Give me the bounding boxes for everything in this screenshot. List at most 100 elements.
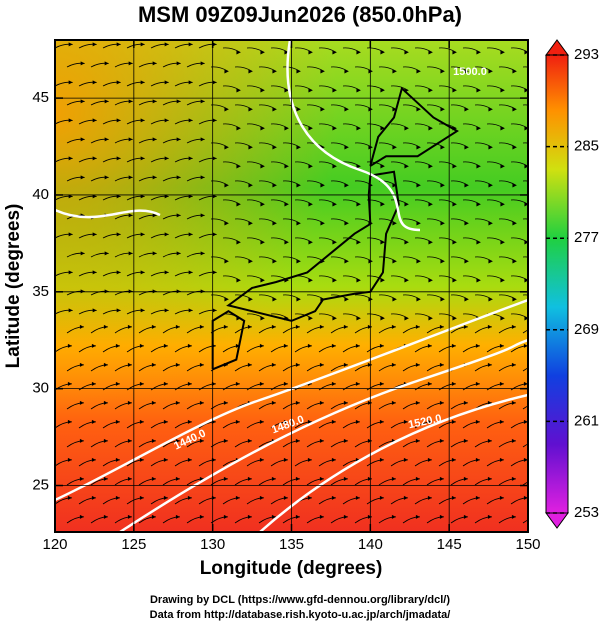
arrowhead (116, 156, 121, 161)
streamline (270, 161, 289, 167)
arrowhead (236, 202, 241, 207)
streamline (294, 123, 313, 129)
arrowhead (332, 240, 337, 245)
arrowhead (127, 400, 132, 405)
arrowhead (367, 400, 372, 405)
arrowhead (355, 343, 360, 348)
streamline (342, 161, 361, 167)
arrowhead (356, 240, 361, 245)
contour (55, 298, 528, 502)
streamline (222, 199, 241, 205)
arrowhead (152, 137, 157, 142)
arrowhead (487, 324, 492, 329)
streamline (522, 256, 528, 258)
arrowhead (416, 107, 421, 112)
colorbar-bar (545, 54, 569, 514)
arrowhead (392, 69, 397, 74)
arrowhead (248, 69, 253, 74)
streamline (342, 47, 361, 53)
arrowhead (404, 240, 409, 245)
arrowhead (296, 145, 301, 150)
streamline (258, 218, 277, 224)
streamline (414, 237, 433, 243)
arrowhead (139, 495, 144, 500)
arrowhead (440, 259, 445, 264)
streamline (474, 66, 493, 72)
arrowhead (511, 362, 516, 367)
arrowhead (176, 61, 181, 66)
streamline (510, 275, 528, 281)
arrowhead (403, 495, 408, 500)
streamline (270, 123, 289, 129)
arrowhead (391, 362, 396, 367)
arrowhead (152, 175, 157, 180)
arrowhead (331, 419, 336, 424)
arrowhead (536, 107, 540, 111)
streamline (438, 161, 457, 167)
arrowhead (199, 324, 204, 329)
arrowhead (523, 457, 528, 462)
y-tick-label: 40 (32, 186, 49, 203)
arrowhead (152, 213, 157, 218)
arrowhead (224, 69, 229, 74)
arrowhead (440, 221, 445, 226)
arrowhead (163, 419, 168, 424)
x-tick-label: 140 (358, 536, 383, 553)
streamline (498, 104, 517, 110)
arrowhead (487, 362, 492, 367)
arrowhead (500, 240, 505, 245)
streamline (390, 161, 409, 167)
arrowhead (332, 202, 337, 207)
arrowhead (139, 381, 144, 386)
arrowhead (488, 183, 493, 188)
streamline (522, 329, 528, 334)
arrowhead (415, 400, 420, 405)
arrowhead (235, 419, 240, 424)
streamline (474, 218, 493, 224)
arrowhead (476, 278, 481, 283)
colorbar-tick-label: 285 (574, 138, 599, 155)
arrowhead (308, 164, 313, 169)
arrowhead (104, 251, 109, 256)
contour (55, 208, 161, 219)
arrowhead (439, 476, 444, 481)
streamline (390, 275, 409, 281)
arrowhead (103, 362, 108, 367)
arrowhead (391, 514, 396, 519)
arrowhead (260, 164, 265, 169)
arrowhead (212, 194, 217, 199)
arrowhead (127, 324, 132, 329)
x-tick-label: 130 (200, 536, 225, 553)
arrowhead (392, 145, 397, 150)
streamline (474, 256, 493, 262)
streamline (222, 47, 241, 53)
arrowhead (283, 343, 288, 348)
y-tick-label: 45 (32, 89, 49, 106)
arrowhead (92, 156, 97, 161)
arrowhead (259, 343, 264, 348)
colorbar-tick-label: 293 (574, 46, 599, 63)
arrowhead (176, 213, 181, 218)
streamline (486, 161, 505, 167)
arrowhead (283, 381, 288, 386)
streamline (414, 199, 433, 205)
streamline (498, 180, 517, 186)
streamline (378, 218, 397, 224)
streamline (258, 142, 277, 148)
streamline (330, 66, 349, 72)
arrowhead (188, 42, 193, 47)
arrowhead (416, 297, 421, 302)
arrowhead (380, 50, 385, 55)
arrowhead (212, 80, 217, 85)
streamline (510, 199, 528, 205)
arrowhead (307, 457, 312, 462)
arrowhead (380, 164, 385, 169)
arrowhead (499, 495, 504, 500)
arrowhead (223, 324, 228, 329)
arrowhead (500, 164, 505, 169)
arrowhead (476, 50, 481, 55)
plot-frame (54, 39, 529, 533)
arrowhead (332, 126, 337, 131)
arrowhead (343, 324, 348, 329)
arrowhead (475, 457, 480, 462)
